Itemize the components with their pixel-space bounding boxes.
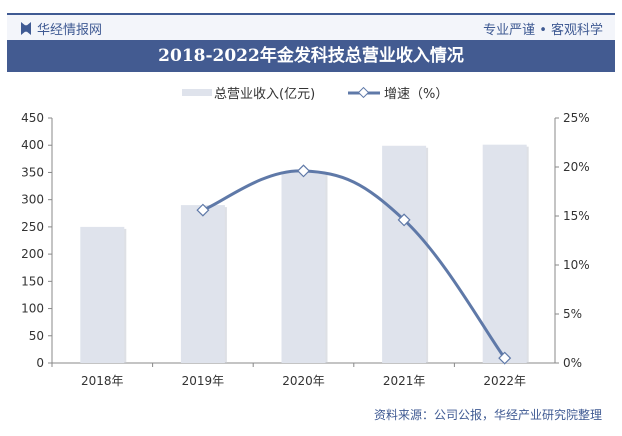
header: 华经情报网 专业严谨 • 客观科学 — [7, 15, 615, 40]
bar — [80, 226, 125, 363]
left-tick-label: 250 — [21, 220, 44, 234]
left-tick-label: 450 — [21, 111, 44, 125]
slogan: 专业严谨 • 客观科学 — [483, 23, 603, 38]
bar — [482, 144, 527, 363]
top-rule — [7, 13, 615, 15]
x-tick-label: 2019年 — [182, 374, 225, 388]
legend-bar-swatch — [182, 89, 212, 96]
brand-name: 华经情报网 — [37, 23, 103, 38]
growth-point — [296, 164, 311, 178]
x-tick-label: 2020年 — [282, 374, 325, 388]
legend-line-marker — [357, 86, 370, 99]
x-tick-label: 2022年 — [483, 374, 526, 388]
bar — [382, 145, 427, 363]
source-note: 资料来源：公司公报，华经产业研究院整理 — [373, 408, 602, 422]
left-tick-label: 300 — [21, 193, 44, 207]
brand: 华经情报网 — [21, 19, 102, 38]
bar — [281, 172, 326, 363]
logo-icon — [21, 22, 31, 35]
growth-point — [196, 203, 210, 217]
left-tick-label: 150 — [21, 274, 44, 288]
right-tick-label: 25% — [563, 111, 590, 125]
right-tick-label: 10% — [563, 258, 590, 272]
left-tick-label: 0 — [36, 356, 44, 370]
growth-line — [202, 169, 506, 359]
left-tick-label: 400 — [21, 138, 44, 152]
right-tick-label: 5% — [563, 307, 582, 321]
legend-line-label: 增速（%） — [384, 87, 448, 102]
right-tick-label: 20% — [563, 160, 590, 174]
growth-point — [498, 351, 512, 365]
x-tick-label: 2021年 — [383, 374, 426, 388]
growth-point — [397, 213, 411, 227]
x-tick-label: 2018年 — [81, 374, 124, 388]
legend-bar-label: 总营业收入(亿元) — [214, 87, 315, 102]
left-tick-label: 50 — [29, 329, 44, 343]
right-tick-label: 0% — [563, 356, 582, 370]
right-tick-label: 15% — [563, 209, 590, 223]
chart-title: 2018-2022年金发科技总营业收入情况 — [7, 40, 615, 72]
left-tick-label: 100 — [21, 302, 44, 316]
left-tick-label: 200 — [21, 247, 44, 261]
left-tick-label: 350 — [21, 165, 44, 179]
bar — [180, 205, 225, 363]
